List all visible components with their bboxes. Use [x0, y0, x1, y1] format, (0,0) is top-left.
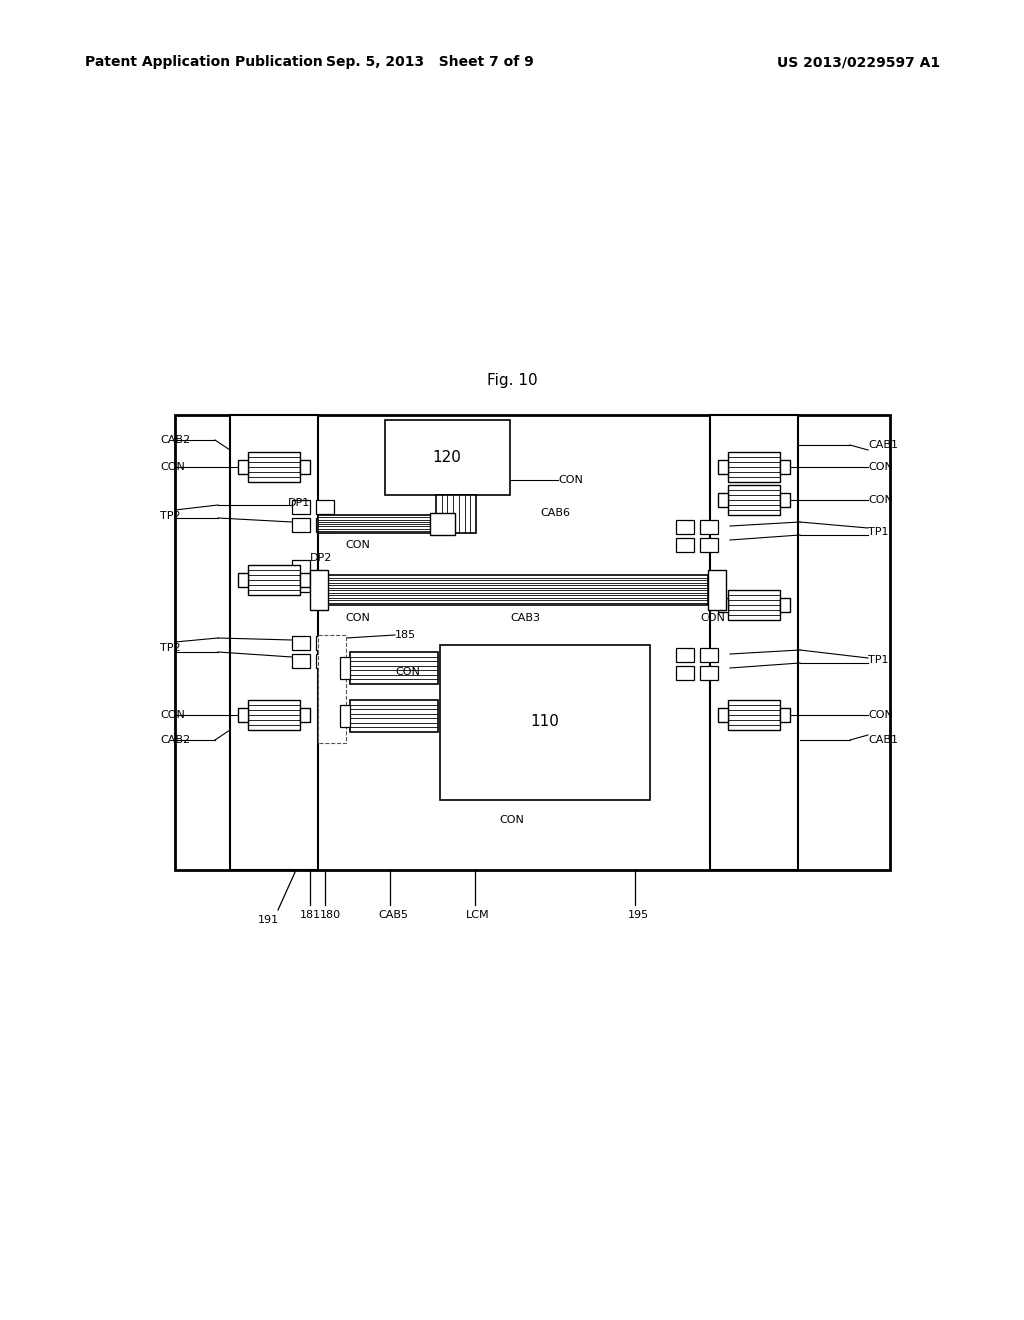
Text: CON: CON [700, 612, 725, 623]
Bar [718, 708, 728, 722]
Bar [300, 459, 310, 474]
Text: CON: CON [160, 710, 185, 719]
Text: CON: CON [345, 540, 370, 550]
Text: TP2: TP2 [160, 643, 180, 653]
Text: CON: CON [345, 612, 370, 623]
Bar [440, 645, 650, 800]
Bar [780, 708, 790, 722]
Text: CON: CON [500, 814, 524, 825]
Bar [300, 708, 310, 722]
Bar [780, 459, 790, 474]
Bar [718, 459, 728, 474]
Bar [718, 598, 728, 612]
Bar [340, 657, 350, 678]
Bar [248, 700, 300, 730]
Bar [710, 414, 798, 870]
Text: CON: CON [558, 475, 583, 484]
Bar [292, 578, 310, 591]
Bar [248, 565, 300, 595]
Text: 195: 195 [628, 909, 648, 920]
Text: CAB6: CAB6 [540, 508, 570, 517]
Text: CAB5: CAB5 [378, 909, 408, 920]
Bar [718, 492, 728, 507]
Bar [316, 653, 334, 668]
Bar [340, 705, 350, 727]
Bar [700, 520, 718, 535]
Text: 180: 180 [319, 909, 341, 920]
Bar [316, 636, 334, 649]
Bar [248, 451, 300, 482]
Bar [676, 539, 694, 552]
Bar [238, 573, 248, 587]
Bar [316, 517, 334, 532]
Bar [780, 598, 790, 612]
Text: US 2013/0229597 A1: US 2013/0229597 A1 [777, 55, 940, 69]
Bar [728, 484, 780, 515]
Bar [300, 573, 310, 587]
Text: TP1: TP1 [868, 655, 889, 665]
Text: CAB2: CAB2 [160, 436, 190, 445]
Text: LCM: LCM [466, 909, 489, 920]
Bar [350, 700, 438, 733]
Text: DP1: DP1 [288, 498, 310, 508]
Bar [728, 590, 780, 620]
Bar [175, 414, 890, 870]
Bar [676, 667, 694, 680]
Text: Sep. 5, 2013   Sheet 7 of 9: Sep. 5, 2013 Sheet 7 of 9 [326, 55, 534, 69]
Bar [700, 648, 718, 663]
Bar [728, 700, 780, 730]
Text: CON: CON [395, 667, 420, 677]
Bar [292, 560, 310, 574]
Text: CAB2: CAB2 [160, 735, 190, 744]
Bar [238, 708, 248, 722]
Bar [318, 635, 346, 743]
Text: TP1: TP1 [868, 527, 889, 537]
Text: Patent Application Publication: Patent Application Publication [85, 55, 323, 69]
Text: DP2: DP2 [310, 553, 333, 564]
Text: CON: CON [868, 495, 893, 506]
Bar [292, 653, 310, 668]
Bar [728, 451, 780, 482]
Bar [318, 576, 708, 605]
Text: CAB1: CAB1 [868, 735, 898, 744]
Bar [780, 492, 790, 507]
Bar [708, 570, 726, 610]
Bar [292, 500, 310, 513]
Text: 120: 120 [432, 450, 462, 465]
Bar [700, 539, 718, 552]
Text: CON: CON [868, 710, 893, 719]
Bar [292, 517, 310, 532]
Bar [676, 520, 694, 535]
Text: 185: 185 [395, 630, 416, 640]
Bar [676, 648, 694, 663]
Bar [316, 500, 334, 513]
Text: 191: 191 [257, 915, 279, 925]
Text: 181: 181 [299, 909, 321, 920]
Text: 110: 110 [530, 714, 559, 730]
Text: CON: CON [868, 462, 893, 473]
Text: Fig. 10: Fig. 10 [486, 372, 538, 388]
Text: TP2: TP2 [160, 511, 180, 521]
Bar [436, 495, 476, 533]
Bar [310, 570, 328, 610]
Text: CAB1: CAB1 [868, 440, 898, 450]
Bar [292, 636, 310, 649]
Bar [350, 652, 438, 684]
Bar [385, 420, 510, 495]
Bar [318, 515, 436, 533]
Bar [238, 459, 248, 474]
Bar [230, 414, 318, 870]
Bar [700, 667, 718, 680]
Bar [430, 513, 455, 535]
Text: CON: CON [160, 462, 185, 473]
Text: CAB3: CAB3 [510, 612, 540, 623]
